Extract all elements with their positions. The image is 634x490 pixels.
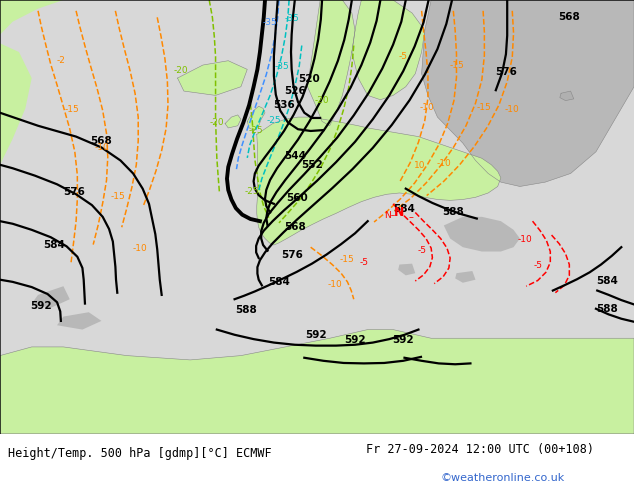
Polygon shape: [560, 91, 574, 100]
Text: 584: 584: [394, 204, 415, 214]
Polygon shape: [0, 44, 32, 173]
Polygon shape: [398, 264, 415, 275]
Polygon shape: [225, 115, 241, 128]
Text: 592: 592: [305, 330, 327, 340]
Text: 592: 592: [392, 336, 414, 345]
Text: -35: -35: [274, 62, 289, 71]
Text: -25: -25: [245, 187, 260, 196]
Text: -10: -10: [420, 103, 435, 112]
Text: 588: 588: [597, 304, 618, 314]
Text: 584: 584: [43, 240, 65, 250]
Text: Height/Temp. 500 hPa [gdmp][°C] ECMWF: Height/Temp. 500 hPa [gdmp][°C] ECMWF: [8, 447, 271, 460]
Text: –: –: [408, 212, 413, 222]
Text: -10: -10: [517, 235, 533, 244]
Text: ©weatheronline.co.uk: ©weatheronline.co.uk: [441, 472, 565, 483]
Polygon shape: [178, 61, 247, 96]
Text: 588: 588: [235, 305, 257, 315]
Text: 536: 536: [273, 100, 295, 110]
Polygon shape: [247, 106, 265, 130]
Text: 588: 588: [443, 207, 464, 218]
Text: -20: -20: [174, 66, 189, 75]
Polygon shape: [455, 271, 476, 283]
Text: -5: -5: [399, 52, 408, 61]
Text: -10: -10: [94, 143, 109, 152]
Text: -5: -5: [533, 261, 542, 270]
Polygon shape: [422, 0, 634, 187]
Text: 576: 576: [63, 187, 85, 196]
Text: -10: -10: [436, 159, 451, 169]
Text: 568: 568: [91, 136, 112, 146]
Text: 592: 592: [30, 301, 52, 311]
Text: 544: 544: [284, 151, 306, 161]
Text: -5: -5: [359, 258, 368, 267]
Polygon shape: [444, 217, 520, 251]
Text: 526: 526: [285, 86, 306, 96]
Text: 560: 560: [286, 193, 307, 203]
Text: 568: 568: [559, 12, 580, 23]
Text: -5: -5: [418, 246, 427, 255]
Text: -10: -10: [327, 279, 342, 289]
Text: -25: -25: [249, 126, 264, 135]
Text: 592: 592: [344, 336, 366, 345]
Text: -15: -15: [110, 192, 126, 200]
Text: 576: 576: [281, 249, 302, 260]
Text: -15: -15: [449, 61, 464, 71]
Text: Fr 27-09-2024 12:00 UTC (00+108): Fr 27-09-2024 12:00 UTC (00+108): [366, 443, 595, 456]
Text: -15: -15: [340, 255, 355, 264]
Text: N: N: [394, 206, 404, 219]
Text: 520: 520: [298, 74, 320, 84]
Text: -15: -15: [65, 105, 80, 114]
Text: -35: -35: [262, 18, 278, 27]
Text: 576: 576: [495, 67, 517, 76]
Text: 10: 10: [414, 161, 425, 170]
Polygon shape: [307, 0, 355, 126]
Polygon shape: [57, 312, 101, 330]
Polygon shape: [0, 330, 634, 434]
Text: 584: 584: [597, 276, 618, 286]
Polygon shape: [352, 0, 425, 100]
Polygon shape: [257, 117, 501, 245]
Text: 584: 584: [268, 277, 290, 287]
Text: -10: -10: [505, 105, 520, 114]
Text: -35: -35: [285, 14, 300, 23]
Text: 552: 552: [301, 160, 323, 170]
Polygon shape: [0, 0, 63, 35]
Text: -20: -20: [314, 96, 329, 105]
Text: 568: 568: [284, 222, 306, 232]
Polygon shape: [32, 286, 70, 308]
Text: -10: -10: [132, 244, 147, 252]
Text: -2: -2: [57, 56, 66, 65]
Text: -20: -20: [209, 118, 224, 127]
Text: N–: N–: [384, 212, 395, 220]
Text: -25: -25: [266, 116, 281, 125]
Text: -15: -15: [477, 103, 492, 112]
